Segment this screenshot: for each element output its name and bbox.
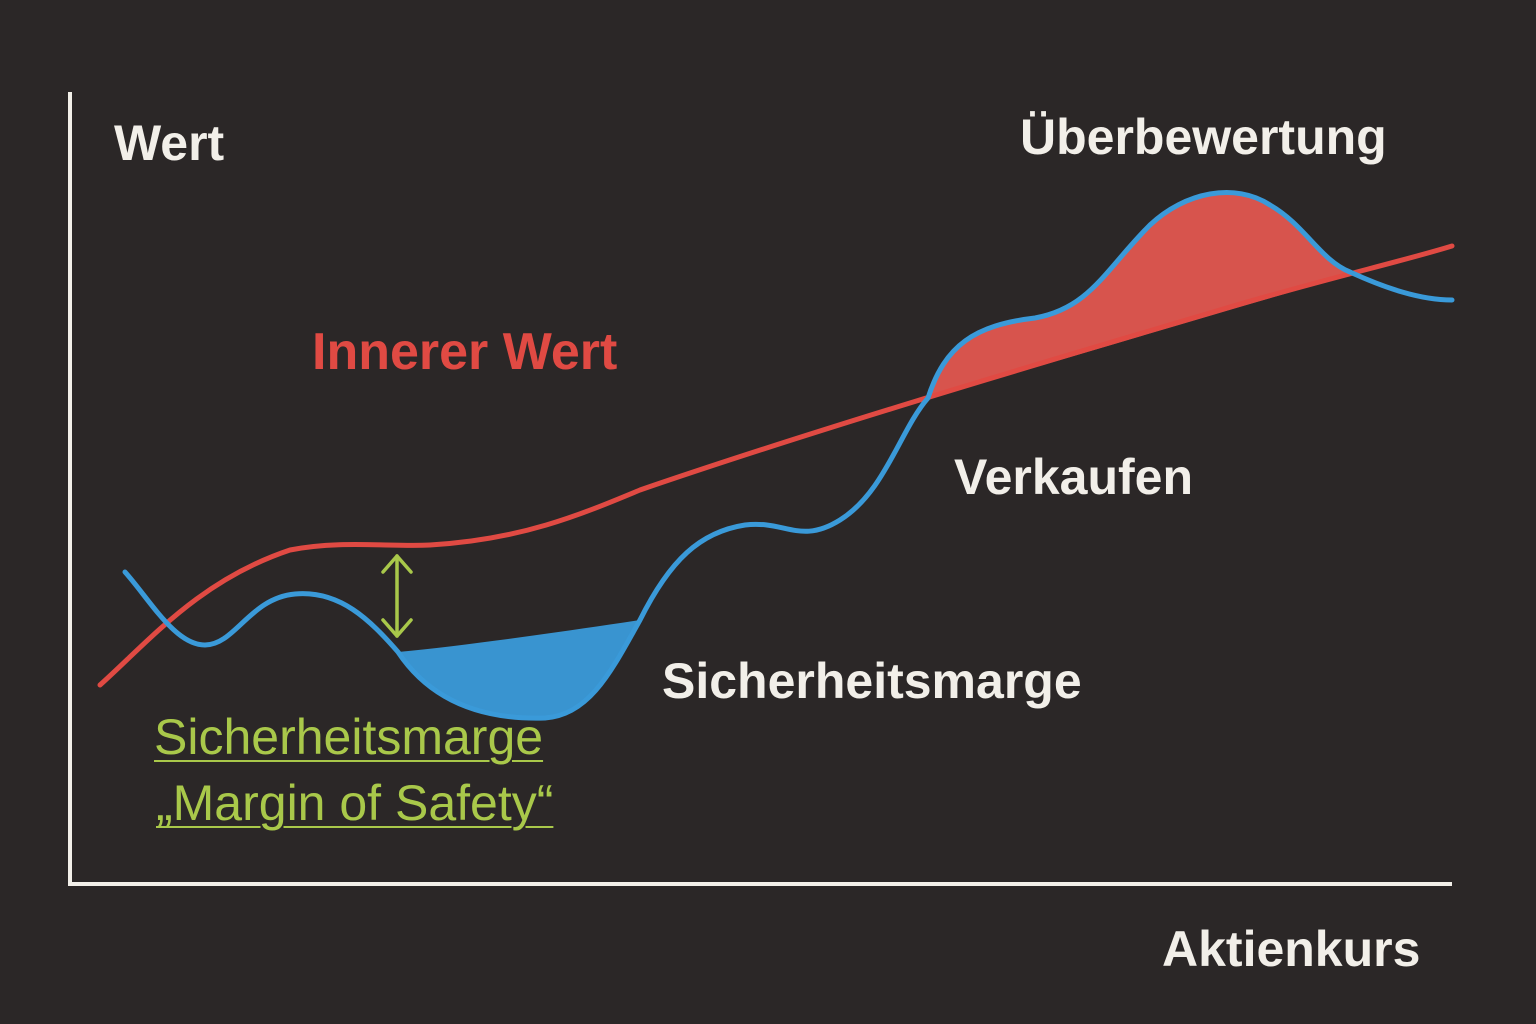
sell-label: Verkaufen [954,449,1194,505]
margin-arrow-icon [381,554,413,638]
intrinsic-value-line [97,243,1455,688]
overvaluation-label: Überbewertung [1020,109,1387,165]
stock-price-curve [122,190,1455,721]
margin-of-safety-area [398,620,640,719]
margin-of-safety-label: Sicherheitsmarge [662,653,1082,709]
margin-annotation-line1: Sicherheitsmarge [154,709,544,765]
overvaluation-area [928,192,1350,398]
y-axis-label: Wert [114,115,225,171]
margin-annotation-line2: „Margin of Safety“ [156,775,554,831]
x-axis-label: Aktienkurs [1162,921,1421,977]
intrinsic-value-label: Innerer Wert [312,323,618,381]
